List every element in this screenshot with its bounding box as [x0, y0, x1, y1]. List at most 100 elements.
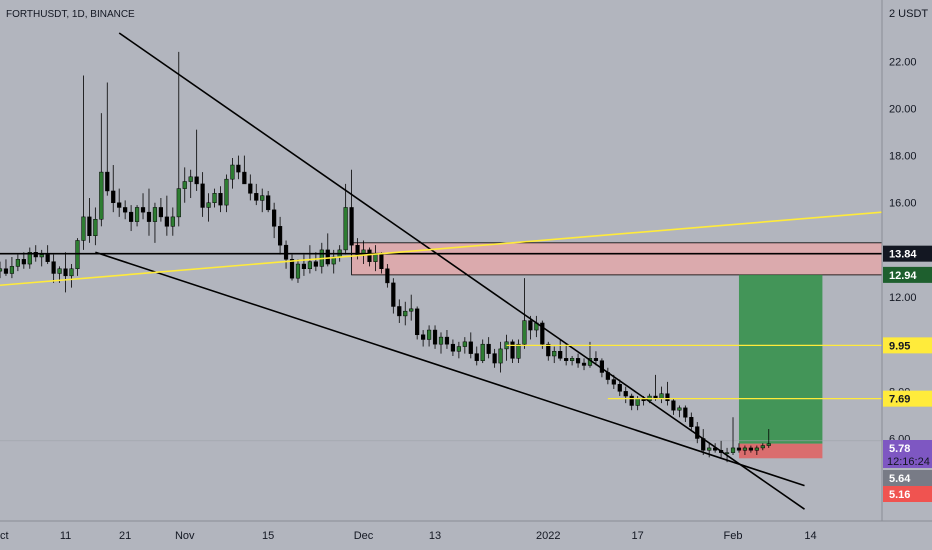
x-tick-label: 17 — [632, 530, 644, 542]
candle-down — [468, 341, 473, 354]
x-tick-label: 14 — [804, 530, 816, 542]
candle-up — [295, 263, 301, 279]
candle-up — [522, 320, 527, 345]
candle-down — [474, 353, 479, 361]
x-tick-label: Feb — [724, 530, 743, 542]
candle-up — [516, 343, 521, 359]
price-label: 5.64 — [889, 473, 911, 485]
candle-down — [45, 254, 50, 262]
candle-up — [742, 447, 748, 451]
x-tick-label: Oct — [0, 530, 9, 542]
candle-up — [760, 445, 765, 449]
candle-down — [140, 207, 146, 213]
candle-down — [748, 447, 753, 451]
candle-up — [15, 259, 20, 267]
candle-up — [134, 207, 140, 222]
price-label-bg — [883, 337, 932, 354]
x-tick-label: 13 — [429, 530, 441, 542]
candle-up — [456, 346, 461, 352]
candle-up — [552, 351, 557, 357]
candle-up — [81, 216, 86, 241]
candle-down — [266, 195, 271, 211]
candle-down — [51, 261, 56, 274]
trendline — [95, 251, 805, 487]
candle-down — [683, 407, 688, 418]
candle-up — [677, 407, 682, 411]
candle-up — [230, 164, 235, 180]
candle-down — [63, 268, 68, 277]
candle-down — [200, 183, 205, 208]
zone-stop — [738, 443, 823, 459]
candle-down — [611, 379, 616, 385]
candle-down — [33, 251, 38, 258]
candle-up — [403, 310, 408, 317]
y-tick-label: 20.00 — [889, 103, 917, 115]
candle-up — [39, 254, 44, 258]
price-label-bg — [883, 470, 932, 486]
candle-down — [194, 176, 199, 185]
candle-down — [540, 322, 545, 345]
candle-down — [355, 244, 360, 255]
x-tick-label: Nov — [175, 530, 195, 542]
zone-target — [738, 274, 823, 444]
candle-down — [158, 207, 164, 218]
candle-down — [254, 193, 259, 201]
candle-up — [99, 171, 104, 220]
candle-up — [409, 308, 414, 312]
candle-down — [510, 341, 515, 359]
candle-down — [492, 353, 497, 364]
candle-up — [480, 343, 485, 361]
candle-up — [182, 181, 187, 189]
candle-down — [593, 358, 599, 361]
candle-up — [260, 195, 265, 201]
symbol-title: FORTHUSDT, 1D, BINANCE — [6, 9, 135, 20]
candle-down — [3, 268, 9, 274]
currency-label: 2 USDT — [889, 8, 928, 20]
candle-up — [707, 447, 712, 451]
countdown-label: 12:16:24 — [887, 456, 930, 468]
candle-down — [665, 393, 670, 402]
candle-down — [421, 334, 426, 340]
time-axis[interactable]: Oct 11 21 Nov 15 Dec 13 2022 17 Feb 14 — [0, 530, 817, 542]
candle-down — [218, 193, 223, 206]
candle-down — [575, 358, 581, 364]
candle-down — [617, 384, 622, 392]
x-tick-label: 2022 — [536, 530, 560, 542]
candle-up — [188, 176, 193, 182]
candle-down — [415, 308, 420, 336]
candle-down — [242, 171, 247, 185]
price-label-bg — [883, 266, 932, 283]
candle-up — [498, 348, 503, 364]
price-label-bg — [883, 245, 932, 262]
candle-up — [75, 240, 80, 270]
candle-down — [486, 343, 491, 354]
candle-down — [689, 417, 694, 427]
candle-up — [426, 329, 432, 340]
price-label: 12.94 — [889, 270, 917, 282]
candle-down — [546, 343, 551, 357]
candle-down — [450, 343, 456, 352]
candle-up — [0, 268, 3, 272]
y-tick-label: 22.00 — [889, 56, 917, 68]
candle-down — [105, 171, 110, 192]
x-tick-label: 11 — [60, 530, 71, 542]
x-tick-label: 15 — [262, 530, 274, 542]
candle-down — [289, 259, 295, 279]
price-label: 5.16 — [889, 489, 910, 501]
candle-up — [224, 178, 229, 206]
candle-down — [581, 362, 587, 366]
y-tick-label: 18.00 — [889, 151, 917, 163]
candle-down — [248, 183, 253, 194]
candle-down — [146, 211, 152, 222]
candle-up — [152, 207, 158, 222]
candle-up — [570, 358, 575, 361]
candle-up — [730, 447, 736, 453]
candle-down — [558, 351, 563, 359]
candle-down — [528, 320, 533, 331]
candle-down — [21, 259, 26, 265]
candle-up — [176, 188, 181, 218]
candle-up — [9, 266, 15, 274]
candle-up — [170, 216, 175, 227]
